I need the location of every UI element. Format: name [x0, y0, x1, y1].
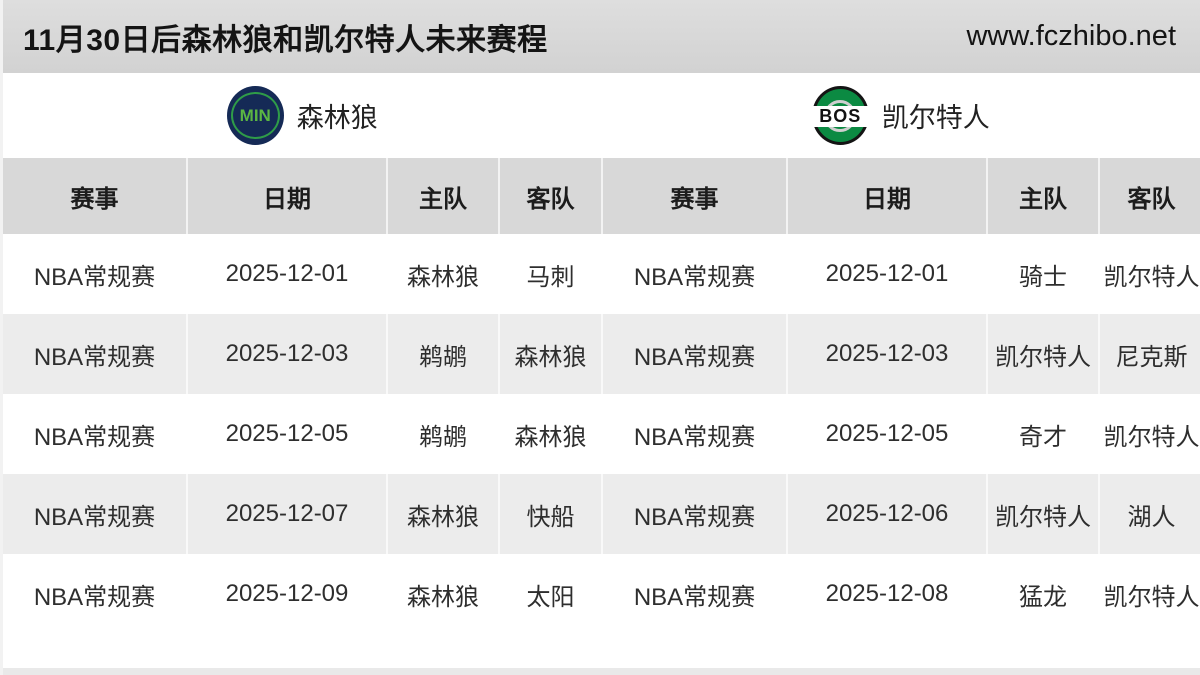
col-header-event: 赛事: [3, 158, 188, 234]
schedule-cell: NBA常规赛: [603, 554, 788, 634]
schedule-row: NBA常规赛 2025-12-07 森林狼 快船 NBA常规赛 2025-12-06 凯尔特…: [3, 474, 1200, 554]
celtics-logo-icon: BOS: [810, 86, 870, 145]
schedule-cell: NBA常规赛: [3, 554, 188, 634]
team-left: MIN 森林狼: [3, 73, 602, 158]
timberwolves-logo-icon: MIN: [226, 86, 284, 145]
schedule-cell: 凯尔特人: [1103, 263, 1200, 291]
schedule-cell: 森林狼: [388, 474, 500, 554]
page-title: 11月30日后森林狼和凯尔特人未来赛程: [23, 23, 548, 57]
schedule-cell: NBA常规赛: [3, 234, 188, 314]
logo-band: BOS: [810, 105, 870, 127]
schedule-cell: 凯尔特人: [1103, 423, 1200, 451]
schedule-cell: NBA常规赛: [603, 314, 788, 394]
schedule-cell: 2025-12-09: [188, 554, 388, 634]
schedule-cell: 2025-12-07: [188, 474, 388, 554]
schedule-cell: 湖人: [1127, 503, 1176, 531]
schedule-cell: 2025-12-01: [788, 234, 988, 314]
schedule-row: NBA常规赛 2025-12-03 鹈鹕 森林狼 NBA常规赛 2025-12-03 凯尔特…: [3, 314, 1200, 394]
schedule-cell: 快船: [500, 474, 603, 554]
schedule-cell: 鹈鹕: [388, 314, 500, 394]
schedule-cell: 2025-12-01: [188, 234, 388, 314]
schedule-row: NBA常规赛 2025-12-01 森林狼 马刺 NBA常规赛 2025-12-01 骑士凯…: [3, 234, 1200, 314]
bottom-strip: [3, 668, 1200, 675]
col-header-event: 赛事: [603, 158, 788, 234]
col-header-away: 客队: [1127, 185, 1176, 213]
schedule-cell: 森林狼: [500, 394, 603, 474]
col-header-date: 日期: [788, 158, 988, 234]
schedule-cell: 凯尔特人: [988, 314, 1100, 394]
schedule-cell: 太阳: [500, 554, 603, 634]
schedule-cell: 尼克斯: [1115, 343, 1188, 371]
schedule-cell: 奇才: [988, 394, 1100, 474]
team-abbr: BOS: [819, 105, 862, 126]
team-name: 森林狼: [296, 103, 378, 133]
table-header: 赛事 日期 主队 客队 赛事 日期 主队 客队: [3, 158, 1200, 234]
schedule-cell: 鹈鹕: [388, 394, 500, 474]
page-header: 11月30日后森林狼和凯尔特人未来赛程 www.fczhibo.net: [3, 0, 1200, 73]
schedule-cell: 马刺: [500, 234, 603, 314]
schedule-cell: 猛龙: [988, 554, 1100, 634]
schedule-cell: 森林狼: [388, 234, 500, 314]
schedule-cell: 森林狼: [388, 554, 500, 634]
schedule-cell: 2025-12-06: [788, 474, 988, 554]
schedule-row: NBA常规赛 2025-12-05 鹈鹕 森林狼 NBA常规赛 2025-12-05 奇才凯…: [3, 394, 1200, 474]
team-right: BOS 凯尔特人: [602, 73, 1200, 158]
schedule-cell: NBA常规赛: [603, 394, 788, 474]
team-name: 凯尔特人: [881, 103, 990, 133]
schedule-cell: NBA常规赛: [603, 474, 788, 554]
col-header-home: 主队: [988, 158, 1100, 234]
schedule-row: NBA常规赛 2025-12-09 森林狼 太阳 NBA常规赛 2025-12-08 猛龙凯…: [3, 554, 1200, 634]
team-abbr: MIN: [239, 105, 271, 125]
schedule-cell: NBA常规赛: [3, 314, 188, 394]
col-header-date: 日期: [188, 158, 388, 234]
schedule-cell: NBA常规赛: [3, 394, 188, 474]
schedule-cell: 骑士: [988, 234, 1100, 314]
schedule-cell: 森林狼: [500, 314, 603, 394]
logo-ring: [230, 92, 280, 139]
schedule-cell: NBA常规赛: [603, 234, 788, 314]
table-body: NBA常规赛 2025-12-01 森林狼 马刺 NBA常规赛 2025-12-01 骑士凯…: [3, 234, 1200, 634]
schedule-cell: 2025-12-03: [788, 314, 988, 394]
schedule-cell: 凯尔特人: [988, 474, 1100, 554]
schedule-cell: NBA常规赛: [3, 474, 188, 554]
schedule-cell: 凯尔特人: [1103, 583, 1200, 611]
teams-banner: MIN 森林狼 BOS 凯尔特人: [3, 73, 1200, 158]
col-header-away: 客队: [500, 158, 603, 234]
schedule-cell: 2025-12-08: [788, 554, 988, 634]
schedule-cell: 2025-12-05: [188, 394, 388, 474]
col-header-home: 主队: [388, 158, 500, 234]
schedule-cell: 2025-12-03: [188, 314, 388, 394]
schedule-cell: 2025-12-05: [788, 394, 988, 474]
site-url[interactable]: www.fczhibo.net: [966, 20, 1176, 52]
